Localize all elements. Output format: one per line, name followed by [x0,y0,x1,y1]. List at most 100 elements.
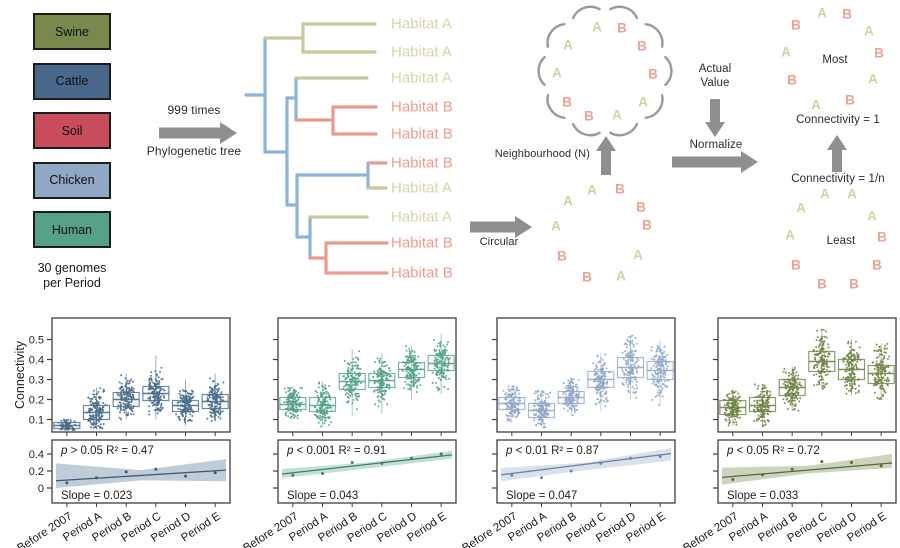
flow-arrow-down [705,99,725,137]
boxplot-frame [496,317,676,433]
habitat-letter: B [842,7,852,22]
habitat-letter: B [557,249,567,264]
box [308,396,337,413]
note-connectivity-1-over-n: Connectivity = 1/n [791,173,885,185]
habitat-letter: B [584,109,594,124]
panel-1: 0.5 0.4 0.3 0.2 0.1 0 0.2 0.4 p > 0.05 R² = 0.47… [15,317,231,548]
confidence-band [56,459,226,488]
tree-leaf-label: Habitat B [391,235,453,252]
legend-item-soil: Soil [33,112,111,149]
habitat-letter: A [868,72,878,87]
scatter-points [313,381,333,428]
regression-point [213,471,217,475]
note-neighbourhood: Neighbourhood (N) [494,148,590,160]
regression-point [154,467,158,471]
flow-arrow-right [159,122,237,144]
habitat-letter: A [592,20,602,35]
regression-point [350,461,354,464]
scatter-points [86,387,107,430]
legend-item-cattle: Cattle [33,62,111,100]
habitat-letter: A [551,219,561,234]
habitat-legend: Swine Cattle Soil Chicken Human 30 genomes p… [33,13,111,291]
habitat-letter: B [787,73,797,88]
phylogenetic-tree: Habitat A Habitat A Habitat A Habitat B Habi… [244,16,453,282]
habitat-letter: B [877,230,887,245]
regression-point [65,481,69,485]
habitat-letter: A [817,6,827,21]
tree-leaf-label: Habitat B [391,155,453,172]
note-most: Most [822,54,848,66]
tree-leaf-label: Habitat A [391,70,452,87]
slope-text: Slope = 0.033 [727,490,798,502]
flow-arrow-up [827,135,847,172]
tree-leaf-label: Habitat A [391,209,452,226]
regression-point [124,470,128,474]
habitat-letter: A [616,269,626,284]
habitat-letter: A [587,183,597,198]
habitat-letter: A [785,228,795,243]
letter-cluster-neighbourhood: A BA BA BB AB A [552,20,658,124]
regression-point [291,473,295,477]
habitat-letter: B [562,95,572,110]
habitat-letter: A [633,248,643,263]
regression-point [658,455,662,459]
box [279,396,307,411]
habitat-letter: A [867,209,877,224]
habitat-letter: B [617,21,627,36]
legend-label: Human [51,222,93,237]
habitat-letter: B [817,277,827,292]
legend-caption-line1: 30 genomes [37,260,107,275]
tree-leaf-label: Habitat B [391,99,453,116]
regression-frame [277,439,457,504]
note-connectivity-1: Connectivity = 1 [796,114,880,126]
habitat-letter: B [791,18,801,33]
regression-frame [717,439,897,504]
neighbourhood-dashed-circle [537,5,673,137]
letter-cluster-most: A BB AA BB AA B [781,6,884,113]
box [748,396,777,413]
scatter-points [621,334,640,399]
regression-point [629,456,632,460]
habitat-letter: B [872,258,882,273]
regression-point [569,469,573,473]
habitat-letter: B [648,67,658,82]
regression-line [55,469,227,482]
boxplot-frame [277,317,457,433]
y-tick-label: 0.3 [29,374,44,386]
stats-text: p < 0.01 R² = 0.87 [505,445,599,457]
scatter-points [723,390,742,427]
regression-point [439,452,443,456]
tree-leaf-label: Habitat B [391,126,453,143]
habitat-letter: B [845,93,855,108]
regression-point [540,476,543,480]
habitat-letter: A [563,38,573,53]
habitat-letter: B [874,46,884,61]
regression-point [850,461,853,464]
habitat-letter: B [582,270,592,285]
box [867,364,895,385]
note-normalize: Normalize [689,139,743,151]
note-999-times: 999 times [167,103,221,117]
habitat-letter: B [642,218,652,233]
regression-frame [496,439,676,504]
tree-leaf-label: Habitat A [391,44,452,61]
y-tick-label: 0 [38,483,44,495]
scatter-points [431,338,451,392]
regression-point [321,472,324,476]
regression-frame [51,439,231,504]
flow-arrow-right [470,216,532,238]
y-tick-label: 0.2 [29,394,44,406]
boxplot-frame [51,317,231,433]
habitat-letter: A [864,24,874,39]
scatter-points [752,383,772,427]
habitat-letter: B [849,277,859,292]
scatter-points [533,389,552,429]
regression-point [879,464,883,468]
boxplot-frame [717,317,897,433]
scatter-points [562,377,580,417]
regression-point [510,473,514,477]
stats-text: p < 0.05 R² = 0.72 [726,445,820,457]
